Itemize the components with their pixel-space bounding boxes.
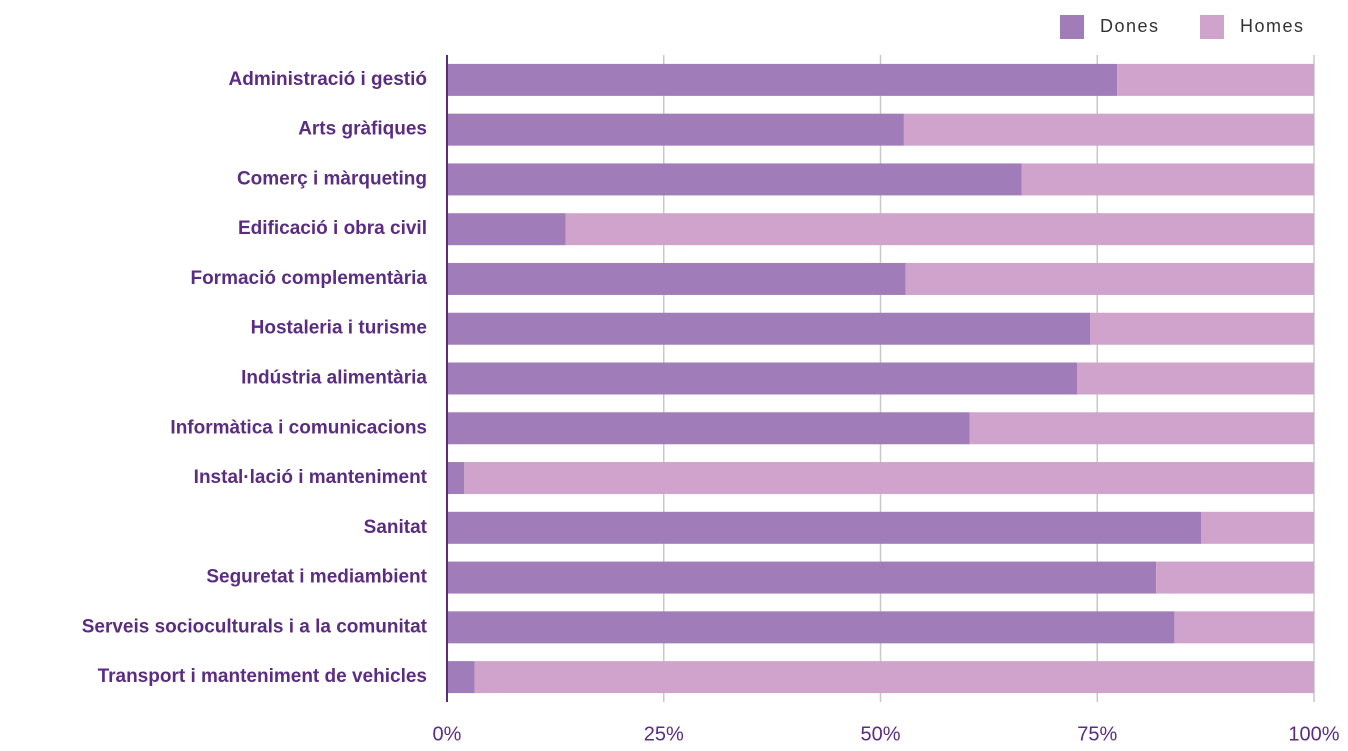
bar-segment bbox=[1201, 511, 1314, 544]
y-tick-label: Informàtica i comunicacions bbox=[170, 417, 427, 438]
bar-segment bbox=[447, 312, 1091, 345]
bar-segment bbox=[903, 113, 1314, 146]
bar-segment bbox=[447, 213, 566, 246]
legend-swatch bbox=[1200, 15, 1224, 39]
bar-segment bbox=[1156, 561, 1314, 594]
y-tick-label: Hostaleria i turisme bbox=[251, 318, 427, 339]
y-tick-label: Edificació i obra civil bbox=[238, 218, 427, 239]
bar-segment bbox=[1090, 312, 1314, 345]
y-tick-label: Transport i manteniment de vehicles bbox=[98, 666, 427, 687]
bar-segment bbox=[447, 362, 1078, 395]
y-tick-label: Arts gràfiques bbox=[298, 119, 427, 140]
x-tick-label: 100% bbox=[1288, 723, 1339, 745]
y-tick-label: Indústria alimentària bbox=[241, 368, 427, 389]
bar-segment bbox=[1077, 362, 1314, 395]
bar-segment bbox=[447, 561, 1157, 594]
y-tick-label: Comerç i màrqueting bbox=[237, 168, 427, 189]
legend-label: Dones bbox=[1100, 16, 1160, 36]
bar-segment bbox=[565, 213, 1314, 246]
y-tick-label: Instal·lació i manteniment bbox=[194, 467, 428, 488]
bar-segment bbox=[447, 462, 465, 495]
legend-swatch bbox=[1060, 15, 1084, 39]
y-tick-label: Administració i gestió bbox=[229, 69, 427, 90]
x-tick-label: 50% bbox=[860, 723, 900, 745]
x-tick-label: 0% bbox=[433, 723, 462, 745]
bar-segment bbox=[1117, 63, 1314, 96]
bar-segment bbox=[447, 611, 1175, 644]
bar-segment bbox=[447, 262, 906, 295]
bar-segment bbox=[474, 661, 1314, 694]
y-tick-label: Sanitat bbox=[364, 517, 428, 538]
bar-segment bbox=[464, 462, 1315, 495]
x-tick-label: 75% bbox=[1077, 723, 1117, 745]
legend-label: Homes bbox=[1240, 16, 1305, 36]
bar-segment bbox=[447, 113, 904, 146]
bar-segment bbox=[447, 412, 970, 445]
bar-segment bbox=[1174, 611, 1314, 644]
bar-segment bbox=[447, 163, 1022, 196]
bar-segment bbox=[447, 661, 475, 694]
y-tick-label: Formació complementària bbox=[190, 268, 427, 289]
x-tick-label: 25% bbox=[644, 723, 684, 745]
y-tick-label: Serveis socioculturals i a la comunitat bbox=[82, 616, 428, 637]
bar-segment bbox=[447, 511, 1202, 544]
bar-segment bbox=[969, 412, 1314, 445]
bar-segment bbox=[905, 262, 1314, 295]
bar-segment bbox=[447, 63, 1118, 96]
y-tick-label: Seguretat i mediambient bbox=[206, 567, 427, 588]
bar-segment bbox=[1021, 163, 1314, 196]
